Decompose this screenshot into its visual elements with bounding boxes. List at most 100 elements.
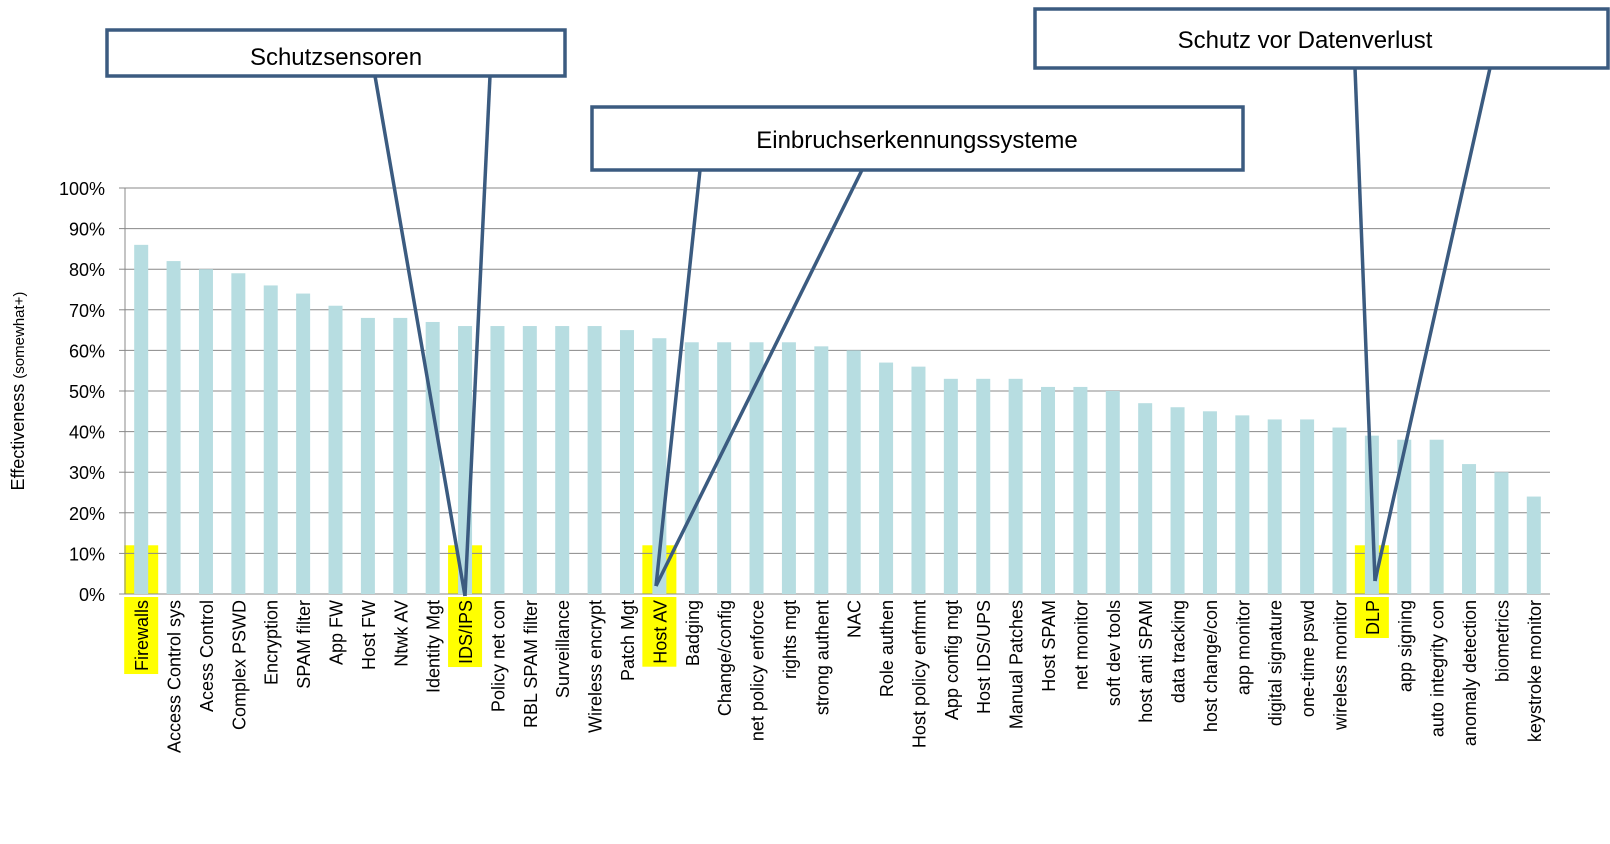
x-tick-label: app monitor [1233, 600, 1253, 695]
x-tick-label: Policy net con [488, 600, 508, 712]
callout-pointer [1373, 67, 1492, 582]
callout-pointer [1353, 67, 1377, 582]
bar [522, 326, 537, 594]
y-axis-label: Effectiveness (somewhat+) [8, 292, 28, 491]
y-tick-label: 100% [59, 179, 105, 199]
y-tick-label: 40% [69, 423, 105, 443]
x-tick-label: Identity Mgt [424, 600, 444, 693]
x-tick-label: SPAM filter [294, 600, 314, 689]
y-tick-label: 80% [69, 260, 105, 280]
x-tick-label: NAC [845, 600, 865, 638]
x-tick-label: Encryption [262, 600, 282, 685]
callout-pointer [654, 169, 864, 587]
bar [587, 326, 602, 594]
callouts [105, 7, 1610, 597]
bar [425, 321, 440, 594]
callout-pointer [463, 75, 492, 597]
bar [1494, 472, 1509, 594]
y-axis-label-note: (somewhat+) [11, 292, 28, 379]
x-tick-label: RBL SPAM filter [521, 600, 541, 728]
y-tick-label: 90% [69, 220, 105, 240]
bar [1300, 419, 1315, 594]
x-tick-label: Change/config [715, 600, 735, 716]
callout-text: Schutz vor Datenverlust [1178, 27, 1433, 54]
label-highlight [448, 597, 483, 668]
y-tick-label: 70% [69, 301, 105, 321]
bar [296, 293, 311, 594]
x-tick-label: Host FW [359, 600, 379, 670]
bar [1105, 391, 1120, 594]
y-tick-label: 60% [69, 341, 105, 361]
x-tick-label: Ntwk AV [391, 600, 411, 667]
y-tick-label: 30% [69, 463, 105, 483]
bar [1267, 419, 1282, 594]
bar [263, 285, 278, 594]
x-tick-label: IDS/IPS [456, 600, 476, 664]
x-tick-label: one-time pswd [1298, 600, 1318, 717]
x-tick-label: wireless monitor [1330, 600, 1350, 731]
bar [490, 326, 505, 594]
bar [1397, 439, 1412, 594]
x-tick-label: DLP [1363, 600, 1383, 635]
x-tick-label: net policy enforce [748, 600, 768, 741]
bar [911, 366, 926, 594]
x-tick-label: app signing [1395, 600, 1415, 692]
x-tick-label: Surveillance [553, 600, 573, 698]
bar [1202, 411, 1217, 594]
callout-pointer [654, 169, 702, 587]
x-tick-label: Host policy enfmnt [909, 600, 929, 748]
x-tick-label: Badging [683, 600, 703, 666]
y-axis-label-main: Effectiveness [8, 384, 28, 491]
bar [846, 350, 861, 594]
x-tick-label: keystroke monitor [1525, 600, 1545, 742]
x-tick-label: net monitor [1071, 600, 1091, 690]
y-tick-label: 0% [79, 585, 105, 605]
callout-text: Schutzsensoren [250, 44, 422, 71]
bar [976, 378, 991, 594]
bar [1462, 464, 1477, 594]
bar [393, 317, 408, 594]
x-tick-label: Host SPAM [1039, 600, 1059, 692]
bar [555, 326, 570, 594]
x-tick-label: anomaly detection [1460, 600, 1480, 746]
bar [1041, 386, 1056, 594]
bar [684, 342, 699, 594]
x-tick-label: App config mgt [942, 600, 962, 720]
callout-box [105, 28, 567, 78]
bar [231, 273, 246, 594]
bar [1170, 407, 1185, 594]
bar [1138, 403, 1153, 594]
y-tick-label: 10% [69, 544, 105, 564]
bar [943, 378, 958, 594]
bar [1332, 427, 1347, 594]
x-tick-label: auto integrity con [1428, 600, 1448, 737]
bar [717, 342, 732, 594]
x-tick-label: Acess Control [197, 600, 217, 712]
x-tick-label: strong authent [812, 600, 832, 715]
label-highlight [1354, 597, 1389, 639]
bar [1073, 386, 1088, 594]
bar [781, 342, 796, 594]
bar [198, 269, 213, 594]
bar [814, 346, 829, 594]
x-tick-label: Firewalls [132, 600, 152, 671]
bar [1429, 439, 1444, 594]
x-tick-label: biometrics [1492, 600, 1512, 682]
x-tick-label: Complex PSWD [229, 600, 249, 730]
x-tick-label: Host IDS/UPS [974, 600, 994, 714]
callout-text: Einbruchserkennungssysteme [756, 127, 1078, 154]
x-tick-label: Role authen [877, 600, 897, 697]
bar [1235, 415, 1250, 594]
bar [166, 261, 181, 594]
label-highlight [124, 597, 159, 675]
bar [360, 317, 375, 594]
x-tick-label: Manual Patches [1007, 600, 1027, 729]
callout-box [590, 105, 1245, 172]
x-tick-label: Patch Mgt [618, 600, 638, 681]
bar [879, 362, 894, 594]
bar [1526, 496, 1541, 594]
x-tick-label: rights mgt [780, 600, 800, 679]
bar [619, 330, 634, 594]
